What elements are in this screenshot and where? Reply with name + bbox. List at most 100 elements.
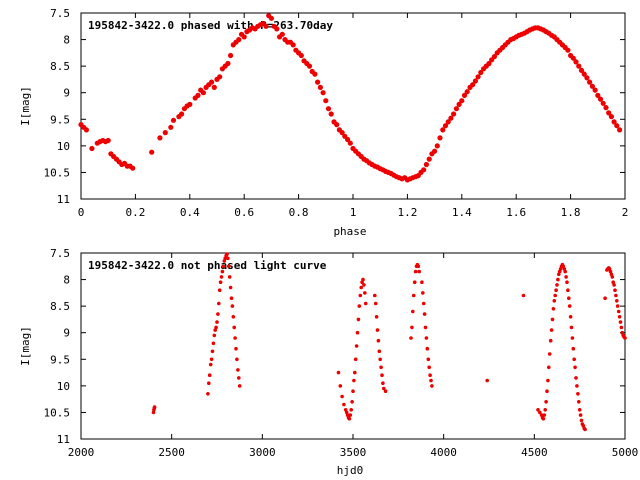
- phased-data-point: [263, 23, 269, 29]
- phased-data-point: [315, 79, 321, 85]
- phased-data-point: [584, 75, 590, 81]
- phased-data-point: [597, 96, 604, 102]
- unphased-data-point: [152, 405, 157, 409]
- unphased-data-point: [362, 283, 366, 287]
- phased-x-tick-label: 0.4: [180, 206, 200, 219]
- unphased-data-point: [355, 330, 360, 335]
- unphased-x-tick-label: 4500: [521, 446, 548, 459]
- phased-x-tick-label: 1.6: [506, 206, 526, 219]
- unphased-data-point: [351, 389, 355, 394]
- unphased-data-point: [565, 280, 569, 285]
- phased-data-point: [225, 60, 231, 67]
- phased-x-tick-label: 1.2: [397, 206, 417, 219]
- unphased-data-point: [232, 325, 236, 330]
- unphased-data-point: [220, 269, 225, 274]
- phased-data-point: [437, 135, 443, 141]
- phased-data-point: [187, 101, 193, 107]
- phased-x-ticks: 0 0.2 0.4 0.6 0.8 1 1.2 1.4 1.6 1.8 2: [78, 13, 628, 219]
- phased-data-point: [565, 47, 571, 53]
- phased-data-point: [434, 143, 440, 149]
- unphased-data-point: [359, 285, 364, 290]
- unphased-data-point: [379, 365, 383, 370]
- phased-data-point: [105, 137, 111, 144]
- unphased-data-point: [356, 317, 361, 322]
- phased-data-point: [576, 63, 582, 69]
- unphased-data-point: [209, 357, 214, 362]
- unphased-x-axis-label: hjd0: [337, 464, 364, 477]
- unphased-data-point: [427, 365, 432, 370]
- unphased-data-point: [551, 307, 556, 311]
- unphased-data-point: [382, 386, 386, 391]
- unphased-y-tick-label: 8.5: [50, 300, 70, 313]
- unphased-data-point: [603, 296, 607, 301]
- unphased-data-point: [375, 328, 380, 332]
- phased-x-tick-label: 1: [350, 206, 357, 219]
- unphased-chart: 195842-3422.0 not phased light curve 200…: [19, 247, 638, 477]
- phased-data-point: [587, 79, 593, 85]
- unphased-data-point: [354, 344, 359, 348]
- phased-data-point: [589, 83, 596, 89]
- phased-data-point: [89, 145, 95, 152]
- unphased-x-tick-label: 4000: [430, 446, 457, 459]
- phased-data-point: [440, 127, 446, 133]
- phased-plot-frame: [80, 12, 626, 200]
- unphased-data-point: [574, 376, 578, 380]
- unphased-x-tick-label: 2000: [68, 446, 95, 459]
- unphased-data-point: [570, 336, 575, 340]
- unphased-data-point: [225, 252, 229, 256]
- phased-data-point: [328, 111, 334, 117]
- unphased-data-point: [218, 280, 223, 285]
- unphased-data-point: [557, 272, 561, 277]
- unphased-data-point: [572, 357, 576, 362]
- unphased-data-point: [338, 384, 343, 388]
- unphased-data-point: [547, 352, 552, 356]
- unphased-data-point: [544, 400, 548, 404]
- phased-data-point: [491, 54, 497, 60]
- unphased-data-point: [538, 410, 542, 415]
- unphased-x-tick-label: 2500: [158, 446, 185, 459]
- unphased-data-point: [231, 315, 236, 319]
- unphased-data-points: [151, 252, 627, 432]
- unphased-y-tick-label: 9.5: [50, 353, 70, 366]
- unphased-data-point: [383, 389, 388, 394]
- phased-x-axis-label: phase: [333, 225, 366, 238]
- phased-data-point: [472, 78, 478, 84]
- phased-y-ticks: 7.5 8 8.5 9 9.5 10 10.5 11: [44, 7, 625, 206]
- unphased-plot-frame: [80, 252, 626, 440]
- phased-data-point: [149, 149, 155, 155]
- phased-data-point: [581, 71, 587, 77]
- phased-data-point: [317, 84, 323, 90]
- phased-x-tick-label: 0.6: [234, 206, 254, 219]
- unphased-data-point: [566, 288, 570, 293]
- unphased-data-point: [575, 384, 579, 388]
- unphased-data-point: [578, 413, 583, 417]
- unphased-chart-title: 195842-3422.0 not phased light curve: [88, 259, 327, 272]
- unphased-y-ticks: 7.5 8 8.5 9 9.5 10 10.5 11: [44, 247, 625, 446]
- phased-data-point: [306, 63, 313, 69]
- unphased-data-point: [562, 267, 567, 271]
- unphased-data-point: [357, 304, 362, 308]
- unphased-data-point: [410, 325, 414, 330]
- unphased-data-point: [579, 418, 584, 423]
- phased-data-point: [478, 69, 484, 76]
- unphased-data-point: [347, 417, 352, 421]
- unphased-data-point: [409, 336, 413, 340]
- phased-data-point: [170, 117, 177, 123]
- phased-data-point: [279, 31, 285, 37]
- unphased-data-point: [541, 417, 546, 421]
- unphased-data-point: [230, 304, 235, 308]
- phased-data-point: [451, 111, 457, 117]
- unphased-data-point: [227, 264, 231, 269]
- unphased-data-point: [521, 293, 526, 298]
- phased-data-point: [323, 98, 329, 104]
- unphased-data-point: [425, 346, 430, 351]
- unphased-data-point: [426, 357, 431, 362]
- unphased-data-point: [536, 408, 540, 412]
- phased-data-point: [592, 87, 598, 93]
- unphased-data-point: [378, 357, 383, 362]
- unphased-data-point: [348, 413, 353, 417]
- phased-data-point: [573, 59, 579, 65]
- phased-data-point: [130, 165, 136, 171]
- unphased-data-point: [612, 283, 616, 287]
